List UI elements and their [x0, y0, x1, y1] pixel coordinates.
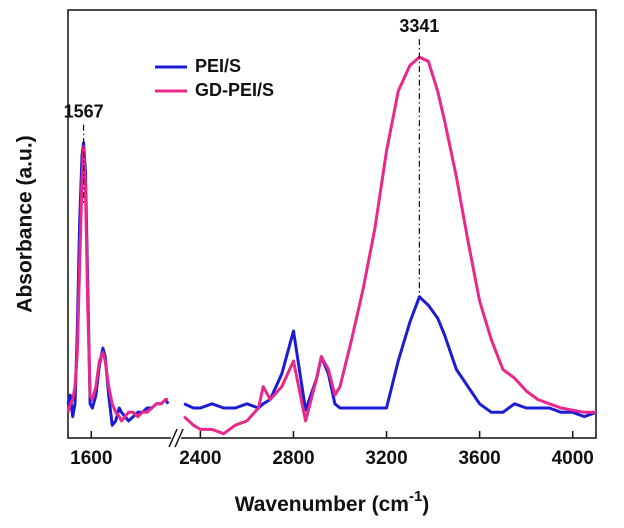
x-tick-label: 1600 [70, 448, 112, 469]
x-tick-label: 3200 [365, 448, 407, 469]
series-line [66, 145, 169, 423]
x-tick-label: 3600 [458, 448, 500, 469]
axis-break-mark [168, 428, 178, 448]
series-line [183, 295, 597, 419]
annotation-label: 3341 [399, 16, 439, 36]
annotation-label: 1567 [64, 101, 104, 121]
x-tick-label: 2400 [179, 448, 221, 469]
axis-break-gap [171, 435, 182, 441]
x-tick-label: 2800 [272, 448, 314, 469]
legend-label: PEI/S [195, 56, 241, 76]
axis-break-mark [174, 428, 184, 448]
x-axis-label: Wavenumber (cm-1) [235, 488, 430, 516]
x-axis-label-text: Wavenumber (cm [235, 493, 409, 516]
series-line [183, 55, 596, 436]
legend-label: GD-PEI/S [195, 80, 274, 100]
y-axis-label: Absorbance (a.u.) [14, 135, 37, 312]
x-tick-label: 4000 [552, 448, 594, 469]
plot-frame [67, 9, 597, 439]
x-axis-label-sup: -1 [409, 488, 422, 505]
x-axis-label-end: ) [422, 493, 429, 516]
